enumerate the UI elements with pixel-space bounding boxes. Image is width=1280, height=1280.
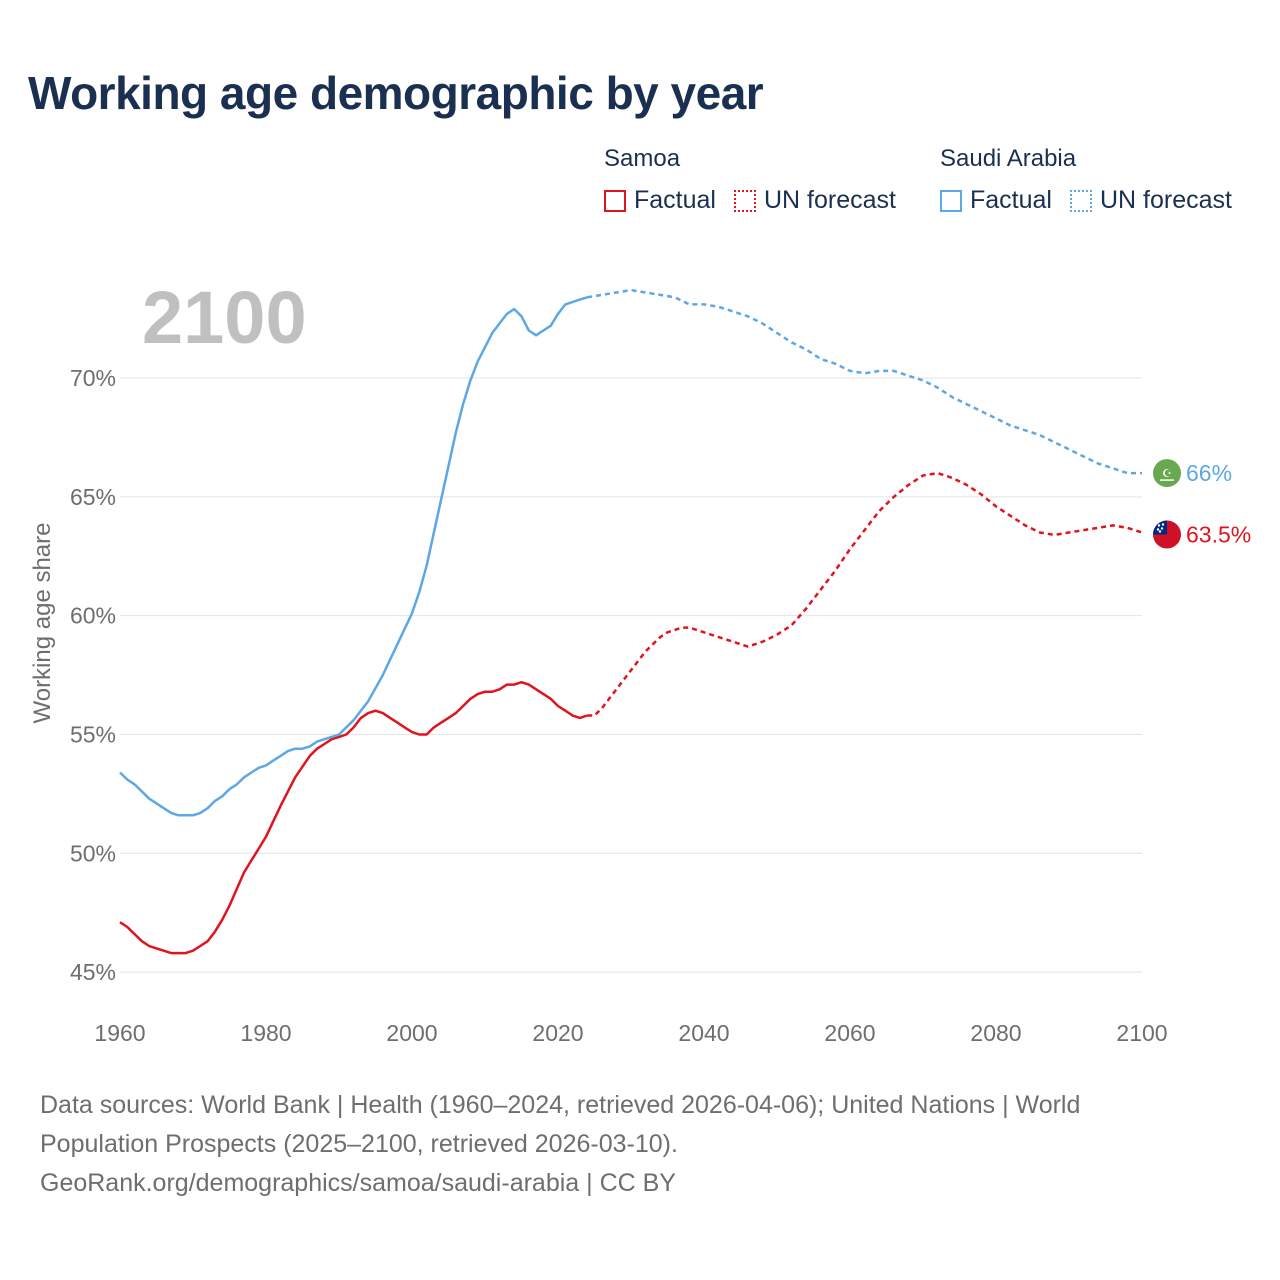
y-tick-label: 55% bbox=[70, 721, 116, 747]
series-line-saudi-arabia-factual[interactable] bbox=[119, 296, 588, 817]
x-tick-label: 1960 bbox=[94, 1020, 145, 1046]
end-value-label-samoa: 63.5% bbox=[1186, 522, 1251, 548]
footer-attribution[interactable]: GeoRank.org/demographics/samoa/saudi-ara… bbox=[40, 1169, 676, 1197]
legend-saudi-arabia-factual[interactable]: Factual bbox=[940, 186, 1052, 215]
series-line-saudi-arabia-forecast[interactable] bbox=[586, 288, 1142, 475]
y-axis-label: Working age share bbox=[29, 523, 56, 724]
x-tick-label: 1980 bbox=[240, 1020, 291, 1046]
y-tick-label: 50% bbox=[70, 840, 116, 866]
legend-group-saudi-arabia: Saudi Arabia Factual UN forecast bbox=[940, 144, 1250, 215]
legend-label: UN forecast bbox=[763, 186, 896, 214]
x-tick-label: 2100 bbox=[1116, 1020, 1167, 1046]
year-label: 2100 bbox=[142, 276, 307, 359]
chart-title: Working age demographic by year bbox=[28, 67, 764, 119]
legend-saudi-arabia-forecast[interactable]: UN forecast bbox=[1069, 186, 1232, 215]
legend-label: Factual bbox=[970, 186, 1052, 214]
saudi-arabia-flag-icon: ☪ bbox=[1153, 459, 1181, 488]
y-tick-label: 65% bbox=[70, 484, 116, 510]
legend-swatch-dotted bbox=[1069, 189, 1092, 212]
legend-swatch-solid bbox=[604, 189, 626, 212]
legend-group-samoa: Samoa Factual UN forecast bbox=[604, 144, 914, 215]
footer-sources-line-1: Data sources: World Bank | Health (1960–… bbox=[40, 1091, 1081, 1119]
footer-sources-line-2: Population Prospects (2025–2100, retriev… bbox=[40, 1130, 678, 1158]
x-tick-label: 2040 bbox=[678, 1020, 729, 1046]
x-tick-label: 2020 bbox=[532, 1020, 583, 1046]
y-tick-label: 60% bbox=[70, 603, 116, 629]
y-tick-label: 70% bbox=[70, 365, 116, 391]
legend-swatch-solid bbox=[940, 189, 962, 212]
legend-swatch-dotted bbox=[733, 189, 756, 212]
series-line-samoa-forecast[interactable] bbox=[587, 471, 1143, 717]
legend-samoa-factual[interactable]: Factual bbox=[604, 186, 716, 215]
legend-country-saudi-arabia: Saudi Arabia bbox=[940, 145, 1077, 172]
samoa-flag-icon bbox=[1153, 520, 1181, 549]
legend-samoa-forecast[interactable]: UN forecast bbox=[733, 186, 896, 215]
x-tick-label: 2060 bbox=[824, 1020, 875, 1046]
footer: Data sources: World Bank | Health (1960–… bbox=[40, 1086, 1240, 1203]
legend-label: Factual bbox=[634, 186, 716, 214]
legend-label: UN forecast bbox=[1099, 186, 1232, 214]
y-tick-label: 45% bbox=[70, 959, 116, 985]
end-value-label-saudi-arabia: 66% bbox=[1186, 460, 1232, 486]
x-tick-label: 2000 bbox=[386, 1020, 437, 1046]
svg-text:☪: ☪ bbox=[1162, 467, 1172, 480]
legend-country-samoa: Samoa bbox=[604, 145, 681, 172]
series-line-samoa-factual[interactable] bbox=[119, 680, 588, 955]
x-tick-label: 2080 bbox=[970, 1020, 1021, 1046]
line-chart: 2100 Working age share 45% 50% 55% 60% 65% 70… bbox=[29, 276, 1251, 1046]
